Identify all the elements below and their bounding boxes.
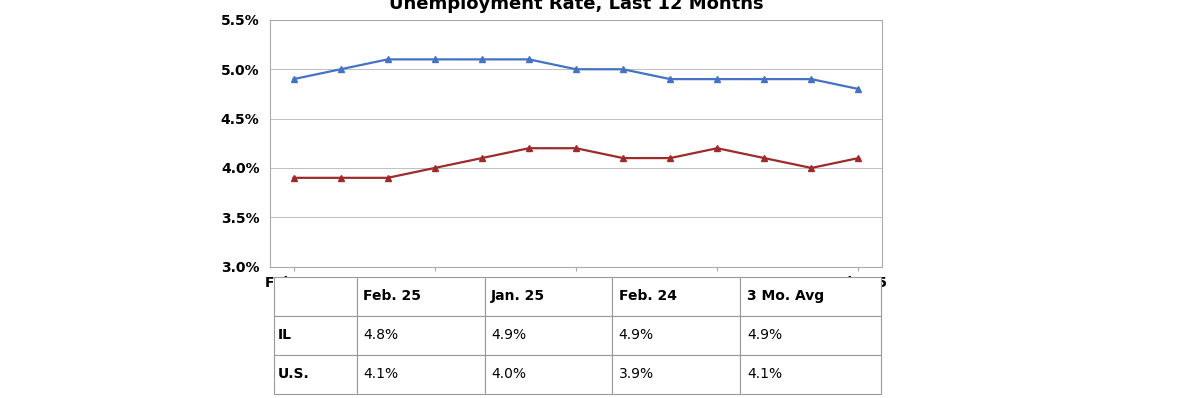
U.S. xyxy=(427,166,442,170)
U.S. xyxy=(662,156,677,160)
U.S. xyxy=(757,156,772,160)
U.S. xyxy=(334,176,348,180)
Line: U.S.: U.S. xyxy=(290,145,862,181)
Illinois xyxy=(710,77,725,82)
U.S. xyxy=(569,146,583,150)
U.S. xyxy=(287,176,301,180)
Illinois xyxy=(522,57,536,62)
Illinois xyxy=(757,77,772,82)
U.S. xyxy=(475,156,490,160)
Illinois xyxy=(427,57,442,62)
U.S. xyxy=(710,146,725,150)
U.S. xyxy=(380,176,395,180)
U.S. xyxy=(616,156,630,160)
Illinois xyxy=(380,57,395,62)
Illinois xyxy=(569,67,583,72)
Legend: Illinois, U.S.: Illinois, U.S. xyxy=(492,327,660,350)
U.S. xyxy=(522,146,536,150)
Illinois xyxy=(287,77,301,82)
U.S. xyxy=(851,156,865,160)
Illinois xyxy=(334,67,348,72)
Title: Unemployment Rate, Last 12 Months: Unemployment Rate, Last 12 Months xyxy=(389,0,763,13)
Illinois xyxy=(851,87,865,92)
Illinois xyxy=(616,67,630,72)
Illinois xyxy=(662,77,677,82)
Illinois xyxy=(804,77,818,82)
Line: Illinois: Illinois xyxy=(290,56,862,92)
U.S. xyxy=(804,166,818,170)
Illinois xyxy=(475,57,490,62)
